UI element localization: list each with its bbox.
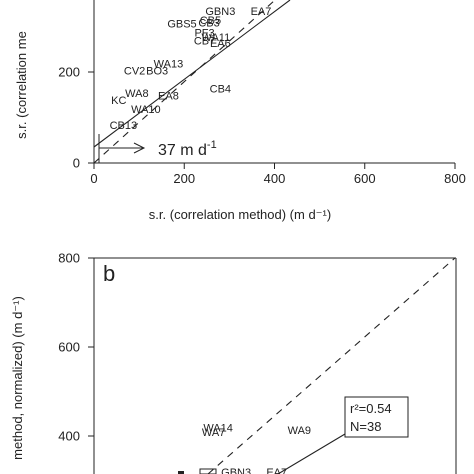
x-tick-label: 800 — [444, 171, 466, 186]
station-label: EA8 — [158, 90, 179, 102]
station-label: WA7 — [202, 427, 225, 439]
station-label: BO3 — [146, 65, 168, 77]
y-tick-label: 800 — [58, 251, 80, 266]
panel-a-annotation: 37 m d-1 — [98, 134, 217, 163]
station-label: PF3 — [194, 28, 214, 40]
station-label: EA7 — [266, 467, 287, 474]
station-label: GBS5 — [167, 18, 196, 30]
station-label: WA13 — [154, 58, 184, 70]
station-label: CB4 — [210, 83, 231, 95]
panel-a-y-ticks: 0 200 — [58, 65, 94, 171]
station-label: WA11 — [201, 32, 230, 44]
panel-a-one-to-one-line — [93, 0, 276, 164]
panel-a-y-axis-title: s.r. (correlation me — [14, 31, 29, 139]
station-label: CB7 — [194, 36, 215, 48]
x-tick-label: 0 — [90, 171, 97, 186]
panel-b-partial-markers — [178, 468, 217, 474]
panel-b-letter: b — [103, 261, 115, 286]
station-label: EA6 — [210, 38, 231, 50]
panel-a: s.r. (correlation me 0 200 400 600 800 0200 … — [14, 0, 466, 222]
x-tick-label: 200 — [173, 171, 195, 186]
cut-off-marker — [199, 468, 217, 474]
panel-a-x-axis-title: s.r. (correlation method) (m d⁻¹) — [149, 207, 331, 222]
annotation-arrow-head — [133, 142, 146, 154]
cut-off-marker — [178, 471, 184, 474]
panel-b: b method, normalized) (m d⁻¹) 400600800 … — [10, 251, 457, 474]
y-tick-label: 0 — [73, 156, 80, 171]
x-tick-label: 400 — [264, 171, 286, 186]
y-tick-label: 600 — [58, 340, 80, 355]
panel-b-fit-line — [277, 433, 346, 474]
panel-a-x-ticks: 0 200 400 600 800 — [90, 163, 466, 186]
x-tick-label: 600 — [354, 171, 376, 186]
station-label: CB13 — [110, 120, 138, 132]
station-label: KC — [111, 95, 126, 107]
station-label: CV2 — [124, 65, 145, 77]
station-label: WA8 — [125, 88, 148, 100]
panel-b-y-ticks: 400 600 800 — [58, 251, 94, 444]
station-label: WA9 — [288, 425, 311, 437]
stats-n: N=38 — [350, 419, 381, 434]
y-tick-label: 200 — [58, 65, 80, 80]
station-label: WA10 — [131, 104, 161, 116]
y-tick-label: 400 — [58, 429, 80, 444]
stats-r2: r²=0.54 — [350, 401, 392, 416]
station-label: EA7 — [251, 6, 272, 18]
station-label: CB5 — [200, 15, 221, 27]
station-label: CB3 — [198, 18, 219, 30]
annotation-label: 37 m d-1 — [158, 139, 217, 159]
panel-b-stats-box: r²=0.54 N=38 — [344, 396, 409, 438]
station-label: WA14 — [203, 423, 233, 435]
station-label: GBN3 — [221, 467, 251, 474]
panel-b-y-axis-title: method, normalized) (m d⁻¹) — [10, 296, 25, 460]
panel-a-fit-line — [93, 0, 291, 148]
panel-b-one-to-one-line — [207, 257, 456, 474]
station-label: GBN3 — [205, 6, 235, 18]
